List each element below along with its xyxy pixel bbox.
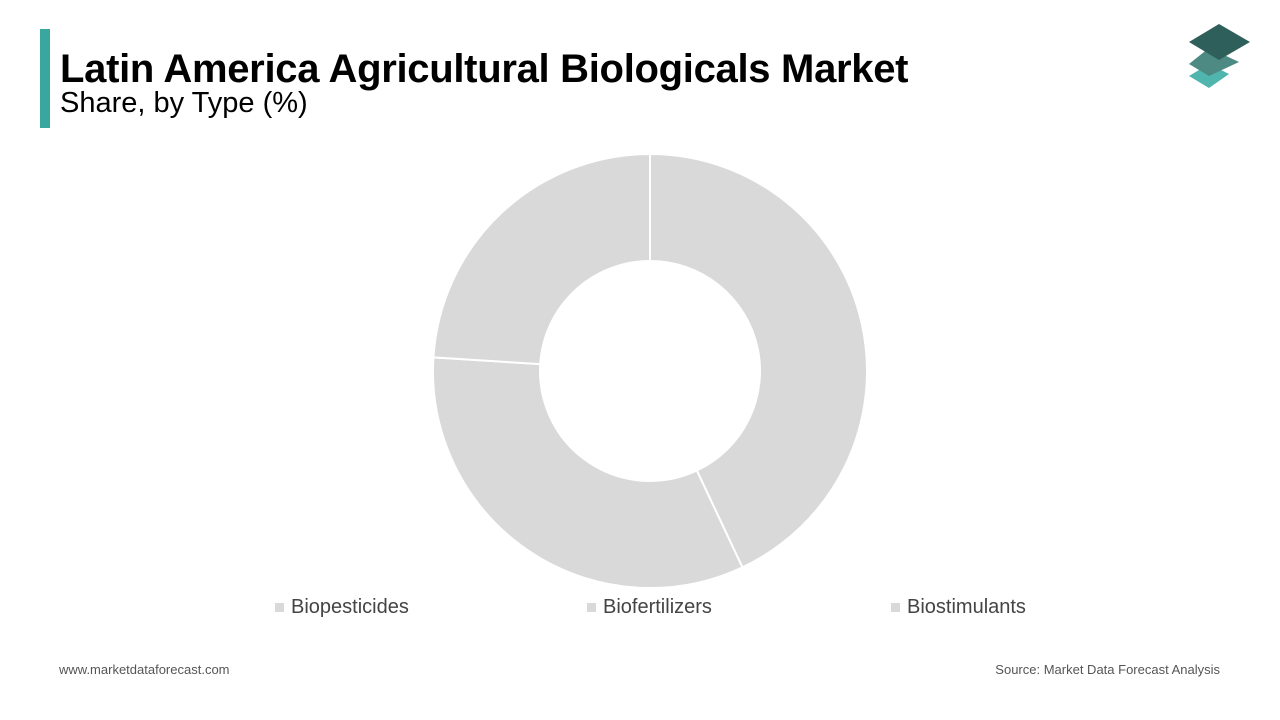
legend-item-biostimulants: Biostimulants bbox=[891, 594, 1026, 620]
logo-layer-middle bbox=[1189, 48, 1239, 76]
title-accent-bar bbox=[40, 29, 50, 128]
legend-label: Biofertilizers bbox=[603, 595, 712, 618]
legend-item-biopesticides: Biopesticides bbox=[275, 594, 409, 620]
logo-layer-top bbox=[1189, 24, 1250, 60]
chart-subtitle: Share, by Type (%) bbox=[60, 87, 308, 119]
legend-swatch bbox=[587, 602, 596, 612]
legend-swatch bbox=[275, 602, 284, 612]
legend-label: Biopesticides bbox=[291, 595, 409, 618]
stacked-layers-icon bbox=[1189, 24, 1250, 88]
donut-slice-biopesticides bbox=[649, 152, 868, 569]
donut-slice-biofertilizers bbox=[432, 356, 744, 589]
donut-slice-biostimulants bbox=[432, 152, 651, 366]
donut-slices bbox=[432, 152, 868, 589]
chart-title: Latin America Agricultural Biologicals M… bbox=[60, 47, 909, 91]
legend-swatch bbox=[891, 602, 900, 612]
footer-website: www.marketdataforecast.com bbox=[59, 662, 230, 677]
legend-item-biofertilizers: Biofertilizers bbox=[587, 594, 712, 620]
legend-label: Biostimulants bbox=[907, 595, 1026, 618]
footer-source: Source: Market Data Forecast Analysis bbox=[995, 662, 1220, 677]
